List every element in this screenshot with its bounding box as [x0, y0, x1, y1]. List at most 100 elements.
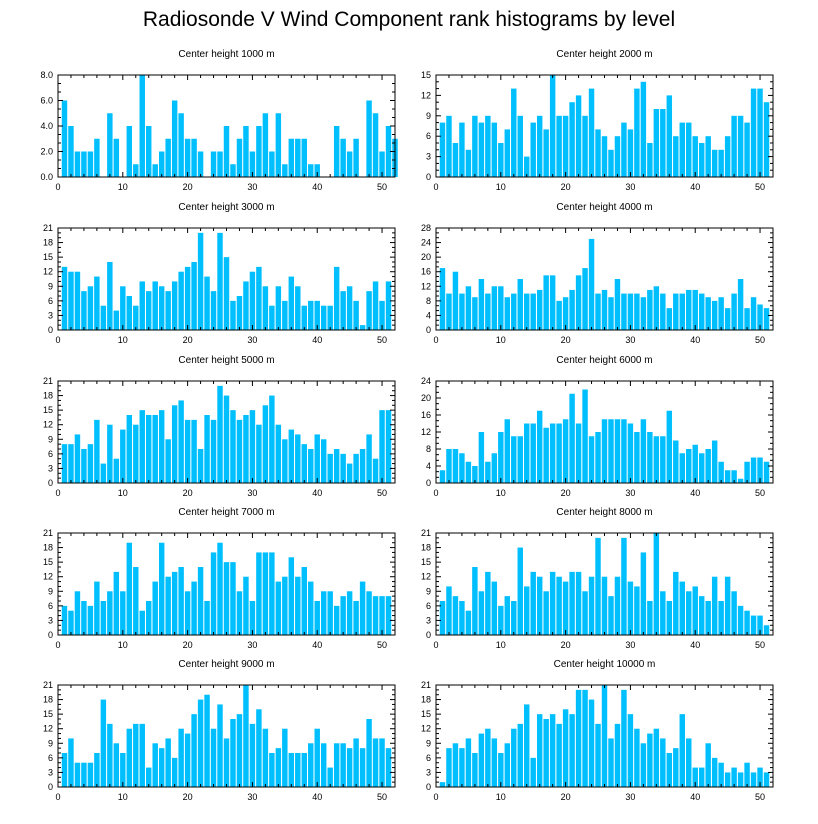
bar [731, 767, 737, 787]
bar [459, 293, 465, 330]
bar [275, 286, 282, 330]
bar [439, 122, 446, 177]
bar [744, 762, 750, 787]
bar [595, 293, 601, 330]
bar [627, 293, 634, 330]
bar [757, 304, 763, 330]
bar [718, 601, 724, 635]
bar [152, 743, 158, 787]
bar [61, 605, 68, 635]
bar [204, 276, 210, 330]
bar [595, 723, 601, 787]
bar [627, 423, 634, 483]
bar [498, 286, 504, 330]
bar [178, 567, 184, 635]
bar [68, 444, 74, 483]
bar [452, 743, 459, 787]
bar [582, 689, 588, 787]
bar [588, 699, 595, 787]
bar [504, 596, 511, 635]
x-tick-label: 20 [183, 792, 193, 802]
y-tick-label: 6 [426, 601, 431, 611]
bar [346, 748, 353, 787]
bar [582, 268, 588, 330]
bar [673, 440, 679, 483]
bar [556, 576, 562, 635]
bar [485, 728, 491, 787]
bar [763, 772, 770, 787]
bar [556, 423, 562, 483]
bar [340, 743, 346, 787]
bar [87, 286, 94, 330]
bar [249, 723, 256, 787]
y-tick-label: 21 [43, 528, 53, 538]
bar [517, 723, 523, 787]
bar [288, 429, 295, 483]
x-tick-label: 50 [377, 792, 387, 802]
bar [126, 296, 133, 330]
y-tick-label: 15 [421, 557, 431, 567]
y-tick-label: 24 [421, 376, 431, 386]
y-tick-label: 12 [421, 572, 431, 582]
y-tick-label: 0 [48, 782, 53, 792]
bar [472, 567, 478, 635]
y-tick-label: 3 [48, 463, 53, 473]
x-tick-label: 50 [377, 335, 387, 345]
bar [359, 748, 366, 787]
bar [184, 419, 191, 483]
bar [301, 567, 307, 635]
bar [705, 601, 711, 635]
bar [133, 305, 139, 330]
bar [158, 748, 165, 787]
bar [94, 419, 100, 483]
bar [152, 415, 158, 483]
bar [301, 305, 307, 330]
bar [217, 232, 223, 330]
bar [465, 738, 472, 787]
bar [178, 400, 184, 483]
bar [327, 453, 333, 483]
bar [679, 714, 685, 787]
bar [275, 581, 282, 635]
bar [601, 576, 608, 635]
y-tick-label: 21 [43, 223, 53, 233]
bar [621, 537, 627, 635]
bar [100, 601, 107, 635]
panel-8: Center height 8000 m 0 3 6 9 12 15 18 21 0 10 20 30 4… [421, 507, 774, 650]
bar [614, 279, 621, 330]
bar [472, 297, 478, 330]
bar [459, 453, 465, 483]
bar [530, 423, 536, 483]
bar [608, 596, 614, 635]
bar [653, 286, 660, 330]
y-tick-label: 6 [48, 296, 53, 306]
bar [498, 753, 504, 787]
x-tick-label: 0 [55, 640, 60, 650]
panel-title: Center height 4000 m [556, 202, 652, 213]
x-tick-label: 50 [755, 488, 765, 498]
bar [379, 410, 385, 483]
x-tick-label: 10 [118, 792, 128, 802]
bar [152, 281, 158, 330]
bar [608, 149, 614, 177]
y-tick-label: 12 [43, 267, 53, 277]
x-tick-label: 20 [183, 335, 193, 345]
bar [107, 723, 113, 787]
bar [282, 300, 288, 330]
y-tick-label: 6 [48, 601, 53, 611]
bar [472, 753, 478, 787]
bar [126, 542, 133, 635]
bar [282, 728, 288, 787]
bar [126, 126, 133, 177]
bar [230, 562, 236, 635]
bar [692, 586, 698, 635]
bar [223, 738, 230, 787]
bar [459, 601, 465, 635]
bar [288, 276, 295, 330]
bar [223, 562, 230, 635]
bar [575, 689, 582, 787]
bar [608, 738, 614, 787]
bar [308, 743, 314, 787]
bar [536, 115, 543, 177]
panel-9: Center height 9000 m 0 3 6 9 12 15 18 21 0 10 20 30 4… [43, 659, 396, 802]
